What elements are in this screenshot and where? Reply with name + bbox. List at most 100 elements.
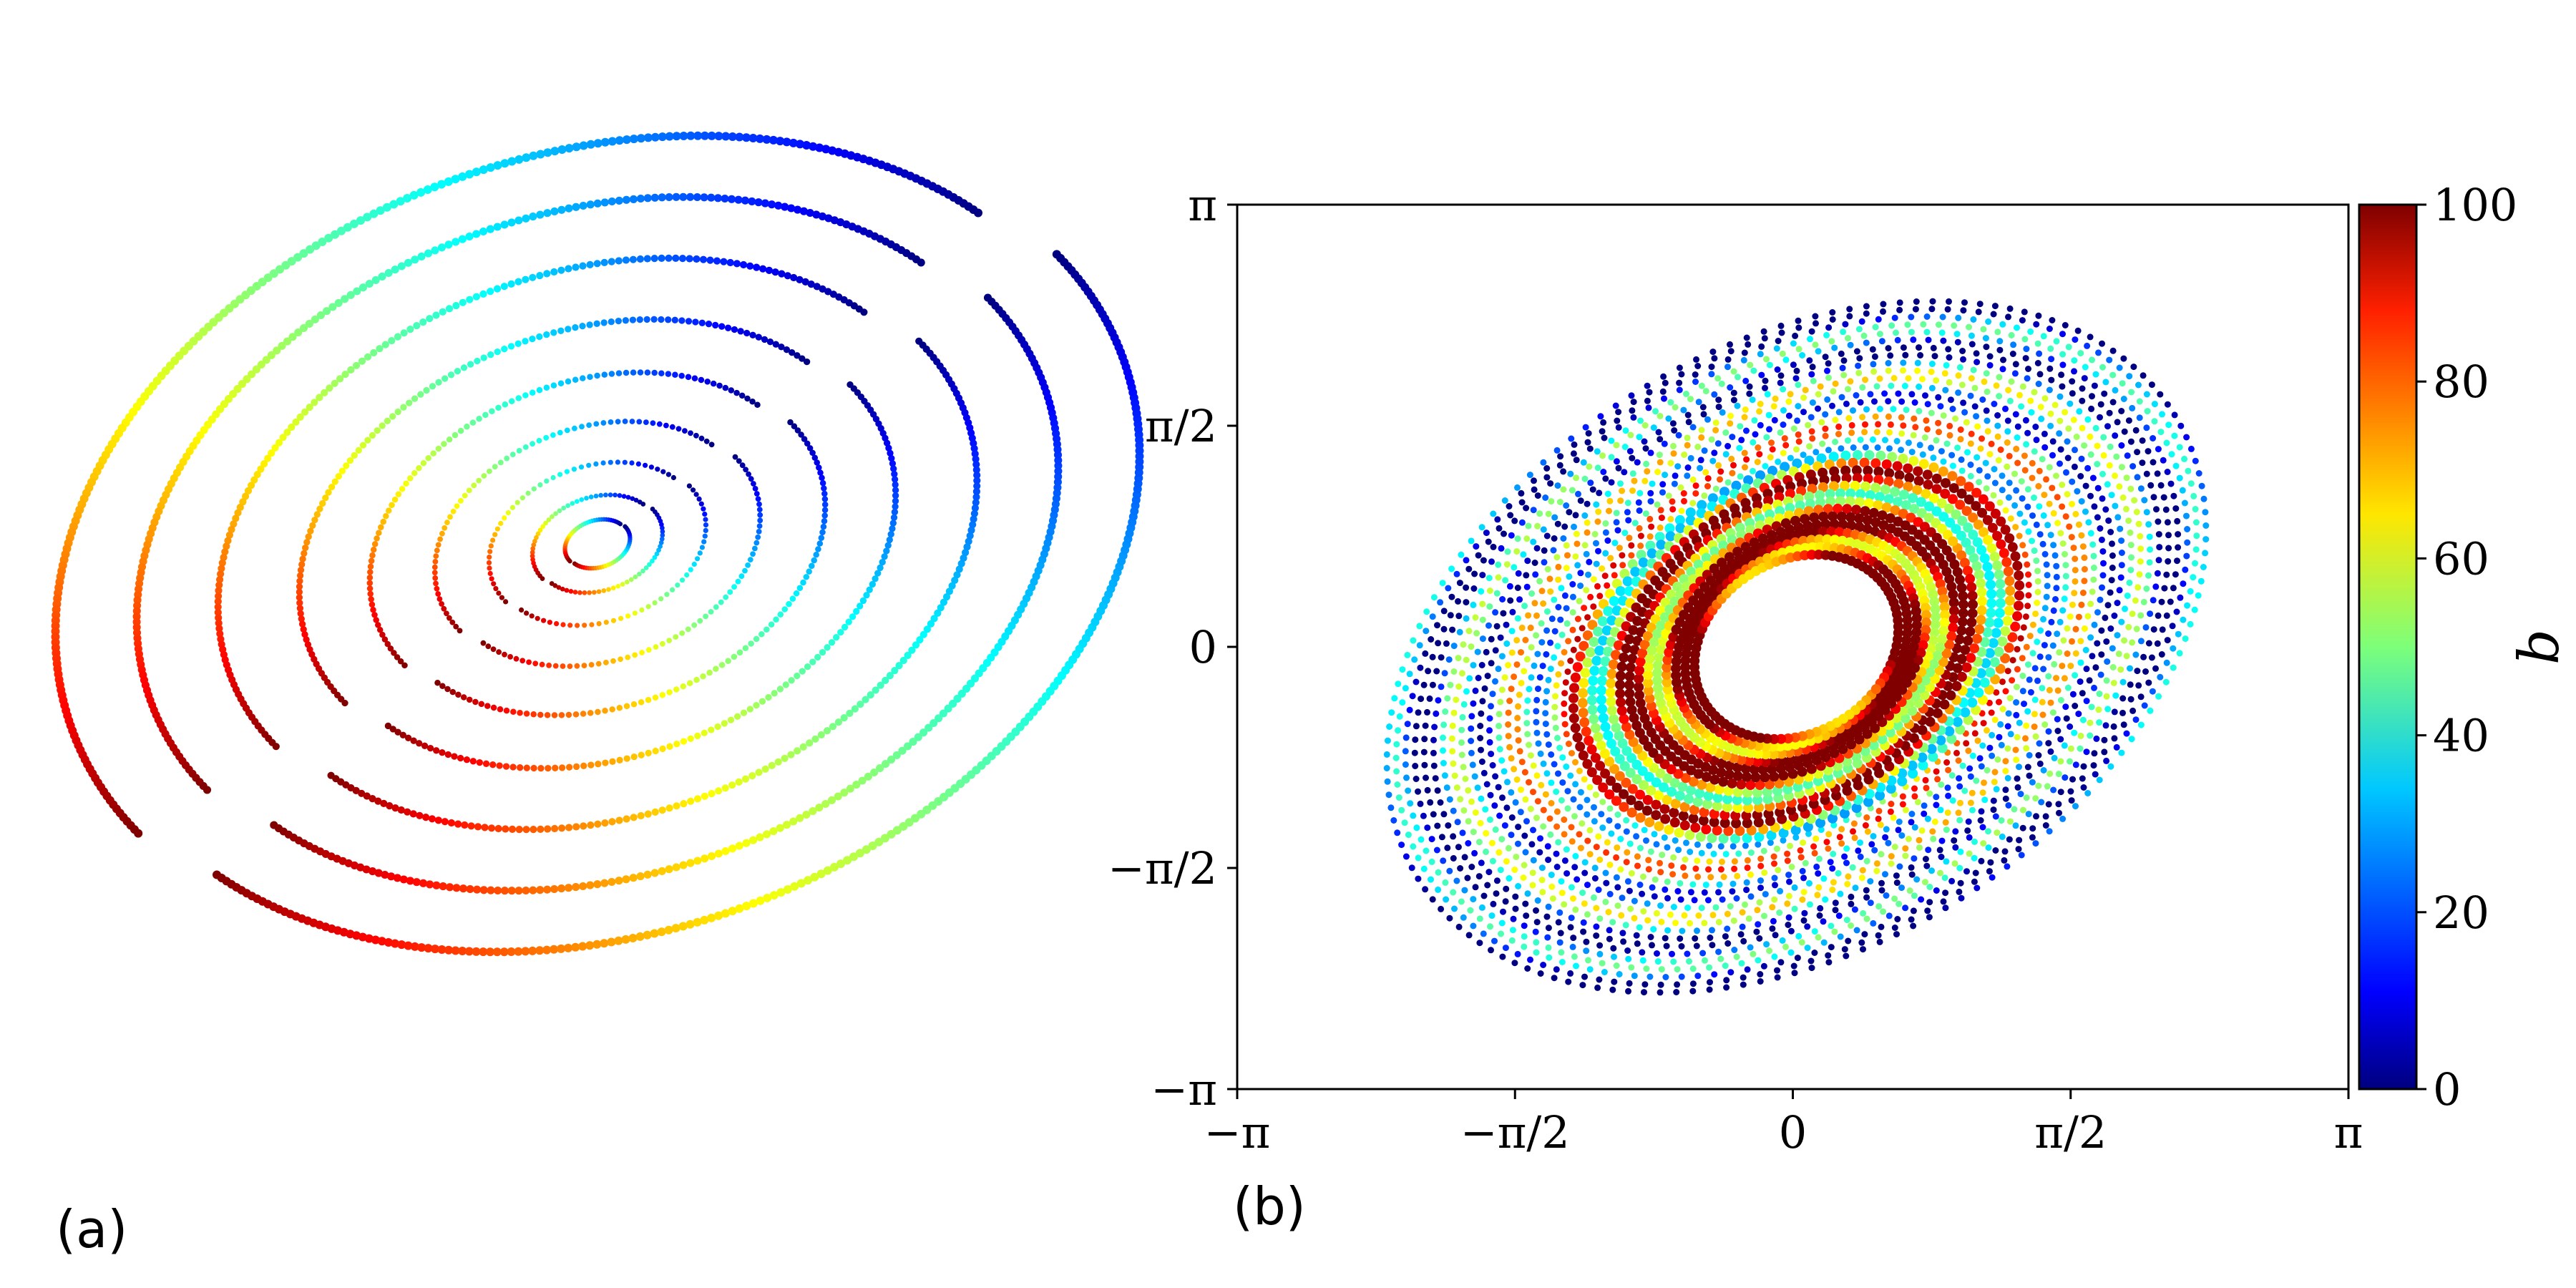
panel-b-point bbox=[2005, 386, 2012, 394]
panel-a-point bbox=[909, 738, 917, 746]
panel-b-point bbox=[1675, 431, 1682, 439]
panel-b-point bbox=[1845, 873, 1852, 880]
panel-b-point bbox=[1490, 543, 1497, 550]
panel-b-point bbox=[1676, 364, 1683, 371]
panel-b-point bbox=[1440, 747, 1446, 754]
panel-b-point bbox=[2053, 338, 2060, 345]
panel-b-point bbox=[2057, 758, 2064, 765]
panel-b-point bbox=[1559, 754, 1566, 761]
panel-b-point bbox=[2002, 507, 2009, 514]
panel-a-point bbox=[748, 134, 758, 142]
panel-a-point bbox=[482, 411, 489, 419]
panel-b-point bbox=[1974, 358, 1981, 366]
panel-b-point bbox=[2139, 459, 2146, 467]
panel-b-point bbox=[1674, 463, 1682, 470]
panel-b-point bbox=[1488, 912, 1496, 919]
panel-b-point bbox=[1938, 781, 1945, 789]
panel-b-point bbox=[1893, 479, 1904, 489]
panel-b-point bbox=[1916, 408, 1923, 414]
panel-b-point bbox=[1579, 678, 1589, 688]
panel-b-point bbox=[1561, 649, 1568, 655]
panel-b-point bbox=[2072, 567, 2079, 574]
panel-b-point bbox=[1450, 807, 1457, 814]
panel-a-point bbox=[679, 132, 688, 140]
panel-a-point bbox=[560, 622, 566, 628]
panel-b-point bbox=[1443, 896, 1450, 903]
panel-a-point bbox=[732, 454, 738, 460]
panel-a-point bbox=[725, 658, 731, 664]
panel-a-point bbox=[608, 318, 615, 326]
panel-b-point bbox=[1848, 900, 1855, 907]
panel-a-point bbox=[404, 734, 412, 741]
panel-b-point bbox=[1429, 681, 1436, 688]
panel-b-point bbox=[1458, 551, 1465, 558]
panel-b-point bbox=[1619, 801, 1629, 812]
panel-b-point bbox=[1622, 427, 1629, 434]
panel-b-point bbox=[2010, 341, 2017, 348]
panel-a-point bbox=[572, 142, 581, 152]
panel-b-point bbox=[1996, 499, 2004, 506]
panel-a-point bbox=[782, 681, 789, 688]
panel-b-point bbox=[1606, 615, 1617, 626]
panel-b-point bbox=[1780, 421, 1787, 428]
panel-a-point bbox=[379, 422, 386, 429]
panel-b-point bbox=[2025, 571, 2031, 578]
panel-b-point bbox=[1955, 724, 1966, 735]
panel-b-point bbox=[2034, 578, 2041, 585]
panel-b-point bbox=[2062, 584, 2069, 591]
panel-a-point bbox=[658, 540, 664, 545]
panel-b-point bbox=[1863, 465, 1873, 476]
panel-b-point bbox=[1458, 670, 1465, 677]
panel-b-point bbox=[1973, 350, 1980, 357]
panel-a-point bbox=[503, 599, 509, 605]
panel-b-point bbox=[1951, 860, 1958, 867]
panel-b-point bbox=[2129, 639, 2136, 646]
panel-b-point bbox=[1581, 776, 1588, 783]
panel-b-point bbox=[1450, 889, 1457, 896]
panel-a-point bbox=[645, 647, 652, 653]
panel-a-point bbox=[411, 395, 419, 402]
panel-a-point bbox=[444, 610, 449, 617]
panel-b-point bbox=[2105, 517, 2112, 525]
panel-a-point bbox=[489, 408, 495, 415]
panel-a-point bbox=[666, 638, 673, 643]
panel-a-point bbox=[843, 856, 852, 865]
panel-a-point bbox=[380, 518, 386, 525]
panel-a-point bbox=[381, 636, 389, 643]
panel-b-point bbox=[1534, 650, 1541, 658]
panel-b-point bbox=[1940, 458, 1947, 465]
panel-a-point bbox=[804, 663, 811, 670]
panel-b-point bbox=[1790, 962, 1797, 970]
panel-a-point bbox=[609, 758, 616, 765]
panel-a-point bbox=[643, 316, 650, 323]
panel-b-point bbox=[1981, 378, 1988, 385]
panel-a-point bbox=[431, 945, 439, 954]
panel-a-point bbox=[394, 408, 401, 416]
panel-a-point bbox=[338, 467, 346, 474]
panel-b-point bbox=[2077, 638, 2084, 645]
panel-b-point bbox=[1610, 945, 1617, 952]
panel-b-point bbox=[2012, 524, 2019, 531]
panel-a-point bbox=[529, 151, 538, 160]
panel-b-point bbox=[1540, 760, 1547, 767]
panel-b-point bbox=[1825, 360, 1832, 367]
panel-a-point bbox=[399, 875, 408, 884]
panel-a-point bbox=[972, 455, 980, 463]
panel-b-point bbox=[1625, 768, 1636, 779]
panel-b-point bbox=[1584, 614, 1591, 621]
panel-a-point bbox=[437, 180, 447, 189]
panel-b-point bbox=[2176, 444, 2183, 451]
panel-b-point bbox=[2000, 356, 2006, 364]
panel-b-point bbox=[1514, 950, 1521, 957]
panel-b-point bbox=[2064, 625, 2071, 632]
panel-a-point bbox=[960, 554, 967, 562]
panel-a-point bbox=[702, 533, 708, 539]
panel-b-point bbox=[1560, 535, 1567, 542]
panel-b-point bbox=[1455, 844, 1462, 851]
panel-b-point bbox=[2011, 370, 2019, 377]
panel-b-point bbox=[1637, 417, 1644, 424]
panel-b-point bbox=[1542, 494, 1549, 501]
panel-b-point bbox=[1536, 510, 1543, 517]
panel-b-point bbox=[2163, 612, 2170, 619]
panel-a-point bbox=[701, 854, 709, 863]
